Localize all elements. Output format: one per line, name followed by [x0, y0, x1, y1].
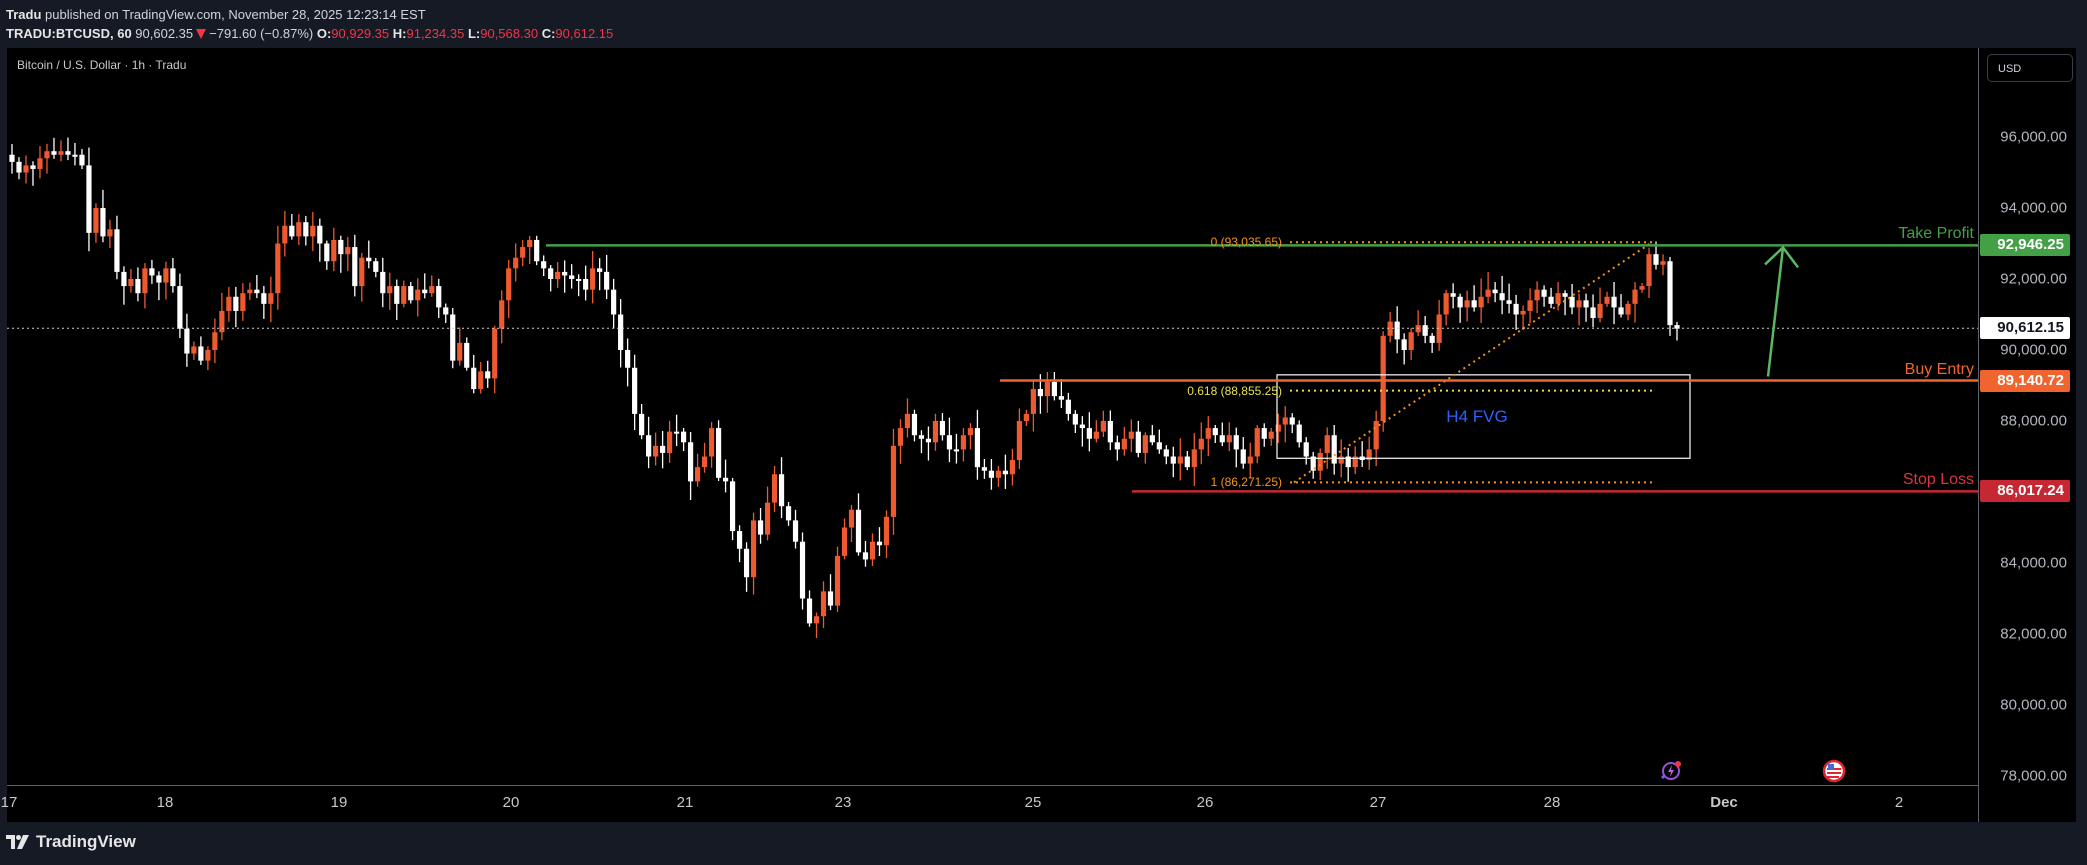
time-tick: 21 [676, 794, 694, 811]
time-axis[interactable]: 17 18 19 20 21 23 25 26 27 28 Dec 2 [1, 785, 1978, 823]
stop-loss-price-badge: 86,017.24 [1980, 480, 2070, 503]
down-triangle-icon [196, 29, 207, 39]
tradingview-logo-icon [6, 835, 29, 849]
stop-loss-label: Stop Loss [1902, 471, 1974, 489]
price-tick: 84,000.00 [2000, 554, 2067, 572]
price-tick: 78,000.00 [2000, 767, 2067, 785]
high-value: 91,234.35 [406, 26, 465, 41]
lightning-event-icon[interactable] [1659, 759, 1681, 781]
time-tick: 25 [1024, 794, 1042, 811]
time-tick: Dec [1710, 794, 1738, 811]
time-tick: 20 [502, 794, 520, 811]
price-change: −791.60 (−0.87%) [209, 26, 314, 41]
publish-header: Tradu published on TradingView.com, Nove… [6, 7, 614, 41]
price-tick: 96,000.00 [2000, 128, 2067, 146]
last-price: 90,602.35 [135, 26, 194, 41]
price-tick: 82,000.00 [2000, 625, 2067, 643]
price-tick: 94,000.00 [2000, 199, 2067, 217]
chart-legend: Bitcoin / U.S. Dollar · 1h · Tradu [17, 58, 187, 72]
low-value: 90,568.30 [480, 26, 539, 41]
chart-container[interactable]: Bitcoin / U.S. Dollar · 1h · Tradu Take … [1, 48, 2077, 823]
take-profit-label: Take Profit [1898, 225, 1974, 243]
time-tick: 2 [1894, 794, 1904, 811]
time-tick: 19 [330, 794, 348, 811]
buy-entry-label: Buy Entry [1904, 360, 1974, 378]
publisher-name: Tradu [6, 7, 42, 22]
fib-level-0618: 0.618 (88,855.25) [1187, 383, 1282, 398]
price-axis[interactable]: USD 96,000.00 94,000.00 92,000.00 90,000.00… [1978, 48, 2077, 822]
time-tick: 18 [156, 794, 174, 811]
time-tick: 23 [834, 794, 852, 811]
buy-entry-price-badge: 89,140.72 [1980, 369, 2070, 392]
fib-level-1: 1 (86,271.25) [1210, 475, 1282, 490]
open-value: 90,929.35 [331, 26, 390, 41]
price-tick: 90,000.00 [2000, 341, 2067, 359]
currency-selector[interactable]: USD [1987, 54, 2073, 82]
take-profit-price-badge: 92,946.25 [1980, 234, 2070, 257]
time-tick: 28 [1543, 794, 1561, 811]
price-tick: 92,000.00 [2000, 270, 2067, 288]
time-tick: 27 [1369, 794, 1387, 811]
symbol: TRADU:BTCUSD, 60 [6, 26, 132, 41]
price-tick: 80,000.00 [2000, 696, 2067, 714]
us-flag-event-icon[interactable] [1822, 759, 1846, 783]
fib-level-0: 0 (93,035.65) [1210, 235, 1282, 250]
time-tick: 26 [1196, 794, 1214, 811]
candles-canvas [7, 137, 1978, 639]
current-price-badge: 90,612.15 [1980, 317, 2070, 340]
time-tick: 17 [0, 794, 18, 811]
close-value: 90,612.15 [555, 26, 614, 41]
price-tick: 88,000.00 [2000, 412, 2067, 430]
tradingview-logo: TradingView [6, 832, 136, 852]
plot-area[interactable]: Bitcoin / U.S. Dollar · 1h · Tradu Take … [7, 48, 1978, 785]
published-text: published on TradingView.com, November 2… [45, 7, 426, 22]
fvg-label: H4 FVG [1446, 406, 1508, 426]
